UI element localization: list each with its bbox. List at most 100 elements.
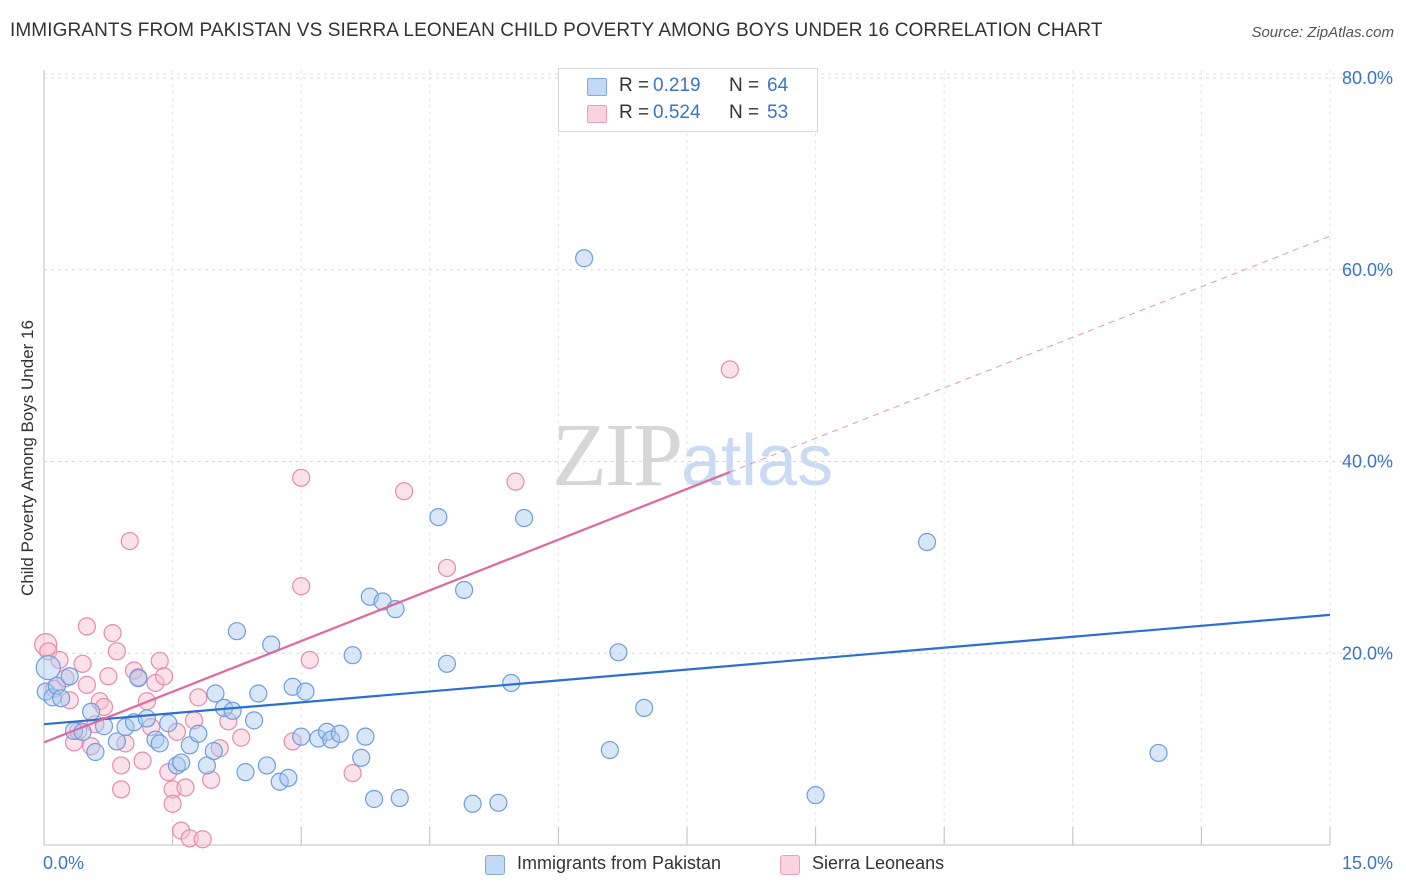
point-sierra-leone — [437, 558, 457, 578]
point-pakistan — [356, 727, 375, 746]
point-sierra-leone — [99, 667, 118, 686]
correlation-legend: R = 0.219 N = 64 R = 0.524 N = 53 — [558, 68, 818, 132]
legend-n-value: 64 — [767, 75, 789, 96]
point-pakistan — [429, 508, 448, 527]
point-pakistan — [82, 702, 101, 721]
point-sierra-leone — [112, 756, 131, 775]
point-pakistan — [515, 508, 534, 528]
legend-n-label: N = — [729, 75, 760, 96]
tick-labels: 20.0% 40.0% 60.0% 80.0% 0.0% 15.0% — [43, 68, 1393, 873]
point-sierra-leone — [107, 642, 126, 661]
legend-r-value: 0.219 — [653, 75, 701, 96]
point-pakistan — [352, 748, 371, 767]
point-sierra-leone — [133, 751, 152, 770]
point-sierra-leone — [720, 360, 739, 379]
point-sierra-leone — [189, 688, 208, 707]
legend-swatch-blue — [587, 78, 607, 96]
point-sierra-leone — [506, 472, 525, 491]
point-pakistan — [364, 789, 384, 809]
point-pakistan — [279, 768, 298, 787]
bottom-legend-label: Sierra Leoneans — [812, 853, 945, 873]
axes — [43, 70, 1331, 846]
point-pakistan — [150, 734, 169, 753]
point-sierra-leone — [77, 675, 96, 694]
y-tick-label: 20.0% — [1342, 643, 1393, 663]
point-pakistan — [116, 717, 135, 737]
point-pakistan — [257, 756, 277, 775]
y-tick-label: 80.0% — [1342, 68, 1393, 88]
y-axis-label: Child Poverty Among Boys Under 16 — [18, 320, 37, 596]
point-sierra-leone — [50, 650, 69, 670]
point-pakistan — [437, 654, 457, 673]
y-tick-label: 40.0% — [1342, 452, 1393, 472]
trend-line-sierra-leone-extension — [729, 235, 1331, 473]
bottom-legend-swatch-pink — [780, 855, 800, 875]
point-sierra-leone — [283, 732, 302, 751]
point-sierra-leone — [163, 794, 182, 813]
point-sierra-leone — [292, 468, 311, 487]
point-sierra-leone — [394, 482, 414, 501]
point-pakistan — [107, 732, 126, 751]
point-pakistan — [52, 689, 71, 708]
point-pakistan — [236, 763, 255, 782]
point-sierra-leone — [300, 650, 319, 670]
point-pakistan — [223, 701, 242, 720]
point-pakistan — [270, 772, 289, 791]
point-pakistan — [1149, 743, 1168, 763]
data-points — [34, 249, 1168, 849]
point-pakistan — [390, 788, 409, 808]
point-sierra-leone — [77, 617, 96, 636]
point-pakistan — [454, 580, 474, 600]
point-pakistan — [463, 794, 482, 813]
trend-line-sierra-leone — [43, 471, 731, 744]
point-pakistan — [129, 669, 148, 688]
point-sierra-leone — [120, 531, 139, 551]
point-pakistan — [249, 684, 268, 703]
legend-swatch-pink — [587, 105, 607, 123]
chart-source: Source: ZipAtlas.com — [1251, 24, 1394, 41]
point-pakistan — [343, 646, 362, 665]
point-pakistan — [73, 722, 92, 741]
point-sierra-leone — [193, 830, 212, 849]
point-sierra-leone — [180, 829, 199, 848]
chart-title: IMMIGRANTS FROM PAKISTAN VS SIERRA LEONE… — [10, 20, 1103, 41]
point-pakistan — [917, 532, 937, 552]
bottom-legend-label: Immigrants from Pakistan — [517, 853, 722, 873]
point-sierra-leone — [150, 651, 169, 671]
point-pakistan — [204, 741, 223, 761]
legend-n-label: N = — [729, 102, 760, 123]
point-pakistan — [609, 643, 628, 662]
legend-n-value: 53 — [767, 102, 789, 123]
point-sierra-leone — [112, 780, 131, 799]
point-sierra-leone — [176, 778, 195, 797]
x-tick-label-min: 0.0% — [43, 853, 84, 873]
point-pakistan — [172, 753, 191, 772]
grid-lines — [44, 70, 1392, 845]
point-pakistan — [296, 682, 315, 701]
point-pakistan — [137, 709, 156, 728]
legend-r-label: R = — [619, 75, 650, 96]
point-sierra-leone — [73, 654, 92, 673]
point-pakistan — [35, 655, 61, 681]
legend-r-value: 0.524 — [653, 102, 701, 123]
point-pakistan — [159, 714, 178, 733]
y-tick-label: 60.0% — [1342, 260, 1393, 280]
point-pakistan — [227, 622, 246, 641]
point-sierra-leone — [154, 667, 174, 686]
point-sierra-leone — [202, 770, 221, 789]
point-pakistan — [189, 724, 208, 743]
point-pakistan — [206, 684, 225, 703]
x-tick-label-max: 15.0% — [1342, 853, 1393, 873]
point-pakistan — [575, 249, 594, 268]
point-sierra-leone — [343, 763, 362, 783]
trend-line-pakistan — [43, 613, 1331, 726]
point-pakistan — [806, 786, 825, 805]
point-sierra-leone — [219, 712, 238, 731]
legend-r-label: R = — [619, 102, 650, 123]
point-pakistan — [86, 742, 105, 762]
point-sierra-leone — [103, 624, 122, 643]
point-pakistan — [330, 724, 349, 743]
bottom-legend-swatch-blue — [485, 855, 505, 875]
point-pakistan — [600, 740, 619, 760]
point-pakistan — [635, 698, 654, 717]
